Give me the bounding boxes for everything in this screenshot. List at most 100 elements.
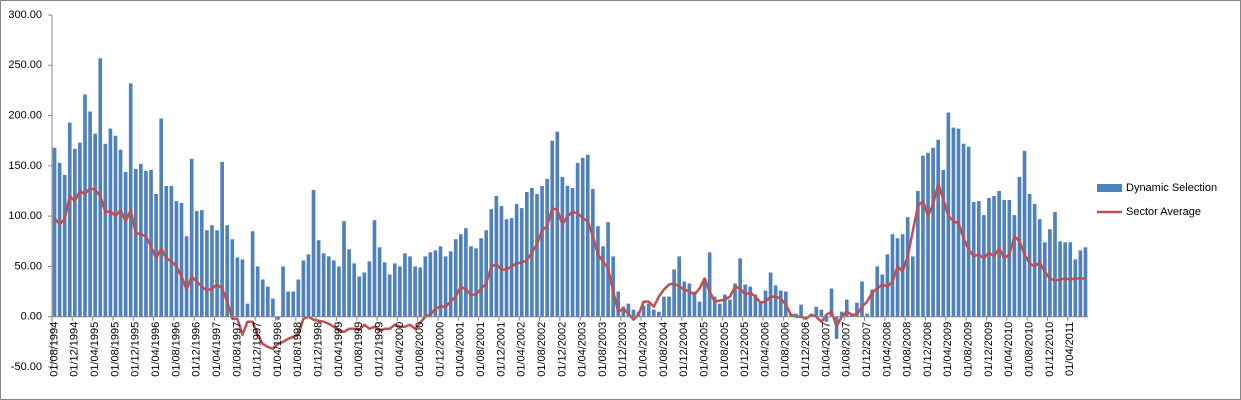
x-tick-label: 01/12/2002 [556, 322, 568, 377]
bar [245, 303, 250, 317]
bar [103, 143, 108, 317]
bar [575, 162, 580, 317]
bar [982, 215, 986, 317]
bar [535, 194, 539, 317]
bar [723, 294, 727, 317]
bar [464, 228, 468, 317]
x-tick-label: 01/04/2006 [759, 322, 771, 377]
x-tick-label: 01/08/2006 [780, 322, 792, 377]
line [53, 182, 1086, 351]
bar [139, 163, 143, 317]
bar [1078, 250, 1083, 317]
x-tick-label: 01/08/2001 [475, 322, 487, 377]
bar [900, 234, 905, 317]
bar [67, 122, 72, 317]
bar [1007, 200, 1012, 317]
bar [250, 231, 255, 317]
bar [83, 94, 87, 317]
bar [281, 266, 285, 317]
bar [332, 260, 336, 317]
bar [580, 157, 585, 317]
x-tick-label: 01/12/2005 [739, 322, 751, 377]
bar [164, 185, 169, 317]
bar [398, 266, 402, 317]
bar [62, 174, 67, 317]
x-tick-label: 01/08/1996 [170, 322, 182, 377]
bar [687, 283, 692, 317]
bar [428, 252, 433, 317]
bar [362, 272, 367, 317]
bar [276, 316, 280, 320]
bar [453, 239, 458, 317]
bar [1053, 212, 1057, 317]
bar [865, 313, 869, 317]
bar [717, 303, 722, 317]
x-tick-label: 01/04/2007 [820, 322, 832, 377]
bar [601, 246, 605, 317]
bar [976, 201, 981, 317]
x-tick-label: 01/04/1995 [89, 322, 101, 377]
bar [702, 278, 707, 317]
bar [337, 266, 341, 317]
bar [971, 202, 976, 317]
bar [413, 266, 417, 317]
bar [829, 288, 834, 317]
bar [1073, 259, 1078, 317]
bar [631, 309, 636, 317]
bar [184, 236, 189, 317]
x-tick-label: 01/08/1997 [231, 322, 243, 377]
bar [316, 240, 321, 317]
bar [504, 219, 509, 317]
x-tick-label: 01/12/2008 [922, 322, 934, 377]
bar [794, 313, 798, 317]
x-tick-label: 01/04/1997 [211, 322, 223, 377]
bar [210, 225, 214, 317]
bar [321, 253, 326, 317]
bar [469, 246, 473, 317]
x-tick-label: 01/08/1995 [109, 322, 121, 377]
bar [1027, 194, 1032, 317]
bar [997, 191, 1001, 317]
bar [890, 234, 895, 317]
bar [240, 259, 245, 317]
x-tick-label: 01/12/2009 [983, 322, 995, 377]
bar [540, 185, 544, 317]
bar [93, 133, 97, 317]
bar [941, 169, 946, 317]
bar [98, 58, 103, 317]
bar [657, 311, 661, 317]
bar [382, 262, 387, 317]
bar [692, 291, 697, 317]
bar [174, 201, 179, 317]
bar [626, 303, 631, 317]
bar [255, 266, 260, 317]
bar [260, 279, 265, 317]
bar [712, 296, 717, 317]
bar [377, 247, 382, 317]
x-tick-label: 01/08/2010 [1024, 322, 1036, 377]
bar [123, 171, 128, 317]
x-tick-label: 01/12/1999 [373, 322, 385, 377]
bar [286, 291, 290, 317]
y-tick-label: 200.00 [8, 109, 42, 121]
bar [438, 246, 443, 317]
x-tick-label: 01/04/2003 [577, 322, 589, 377]
bar [875, 266, 880, 317]
x-tick-label: 01/04/2001 [455, 322, 467, 377]
bar [880, 274, 885, 317]
bar [910, 256, 915, 317]
bar [1037, 219, 1042, 317]
x-tick-label: 01/04/2002 [516, 322, 528, 377]
bar [753, 294, 758, 317]
y-tick-label: 250.00 [8, 59, 42, 71]
bar [159, 118, 164, 317]
bar [78, 142, 82, 317]
bar [489, 209, 494, 317]
bar [194, 211, 199, 317]
bar [966, 146, 971, 317]
bar [585, 154, 590, 317]
bar [169, 185, 174, 317]
x-tick-label: 01/08/1999 [353, 322, 365, 377]
bar [235, 257, 240, 317]
